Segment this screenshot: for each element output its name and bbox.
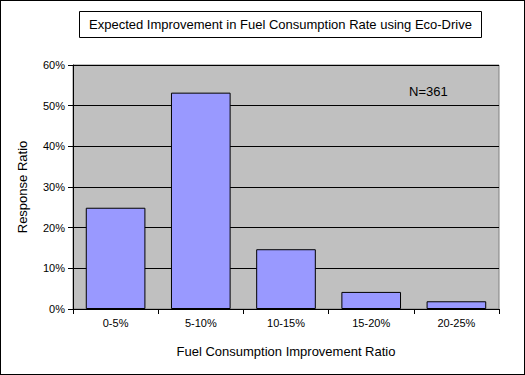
svg-text:5-10%: 5-10% [185, 317, 217, 329]
svg-text:Fuel Consumption Improvement R: Fuel Consumption Improvement Ratio [177, 344, 396, 359]
svg-text:Expected Improvement in Fuel C: Expected Improvement in Fuel Consumption… [89, 17, 472, 32]
svg-text:Response Ratio: Response Ratio [15, 141, 30, 234]
svg-text:20%: 20% [43, 222, 65, 234]
svg-text:N=361: N=361 [409, 84, 448, 99]
svg-text:50%: 50% [43, 100, 65, 112]
svg-text:0-5%: 0-5% [103, 317, 129, 329]
svg-text:10%: 10% [43, 262, 65, 274]
svg-text:20-25%: 20-25% [437, 317, 475, 329]
svg-text:15-20%: 15-20% [352, 317, 390, 329]
svg-text:0%: 0% [49, 303, 65, 315]
svg-text:10-15%: 10-15% [267, 317, 305, 329]
svg-text:60%: 60% [43, 59, 65, 71]
svg-text:30%: 30% [43, 181, 65, 193]
svg-text:40%: 40% [43, 140, 65, 152]
